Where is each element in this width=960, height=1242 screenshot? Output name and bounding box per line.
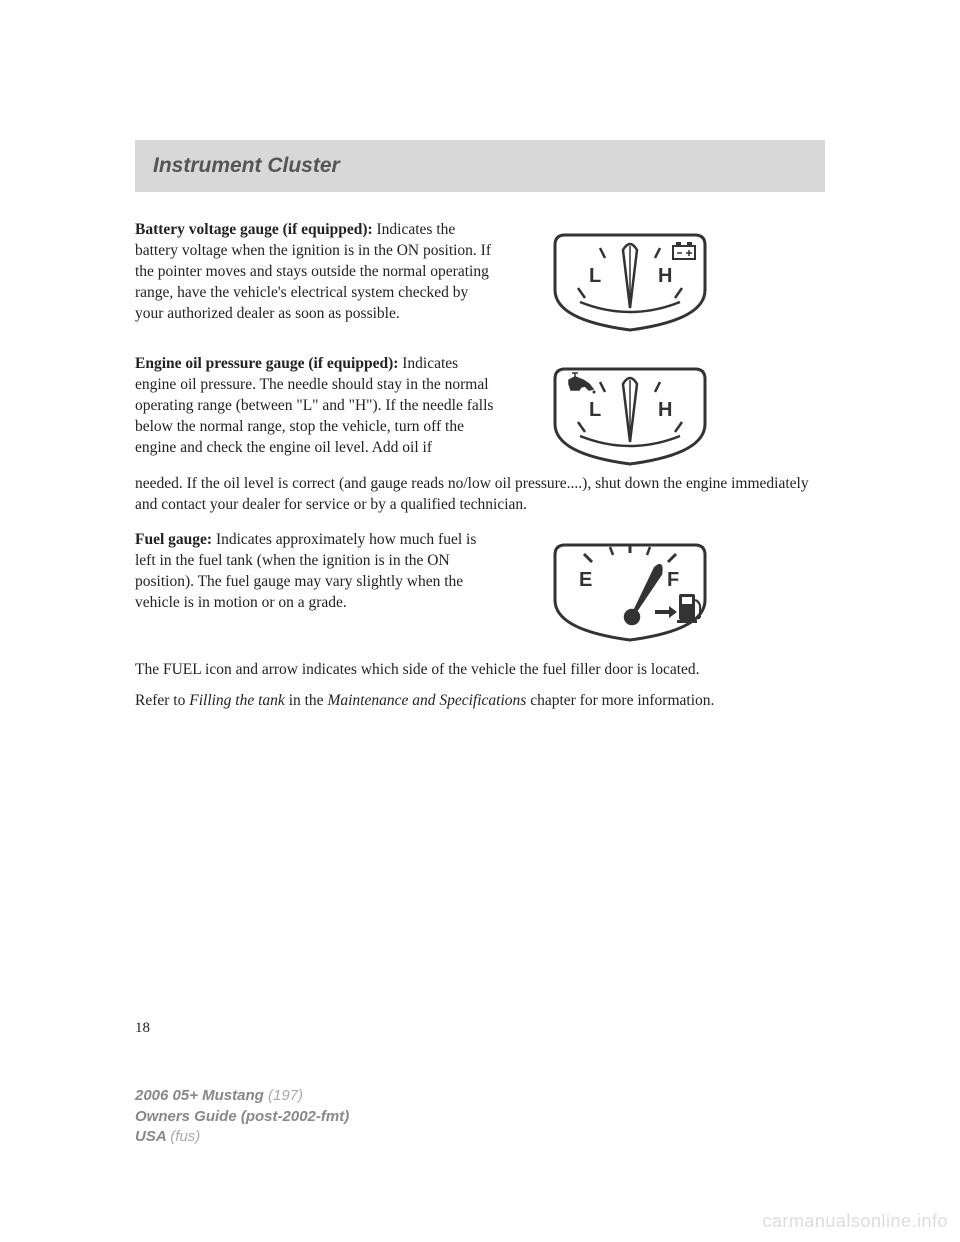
svg-text:F: F: [667, 569, 679, 591]
section-header-bar: Instrument Cluster: [135, 140, 825, 192]
battery-gauge-icon: L H: [545, 220, 715, 340]
fuel-gauge-icon: E F: [545, 530, 715, 650]
svg-text:H: H: [658, 399, 672, 421]
battery-text: Battery voltage gauge (if equipped): Ind…: [135, 220, 495, 325]
oil-gauge-figure: L H: [545, 354, 715, 474]
svg-text:L: L: [589, 399, 601, 421]
fuel-text: Fuel gauge: Indicates approximately how …: [135, 530, 495, 614]
footer-region-line: USA (fus): [135, 1127, 349, 1147]
oil-gauge-icon: L H: [545, 354, 715, 474]
footer-guide: Owners Guide (post-2002-fmt): [135, 1107, 349, 1127]
fuel-heading: Fuel gauge:: [135, 531, 212, 548]
battery-section: Battery voltage gauge (if equipped): Ind…: [135, 220, 825, 340]
footer-region-paren: (fus): [170, 1128, 200, 1145]
svg-text:H: H: [658, 265, 672, 287]
section-header-title: Instrument Cluster: [153, 154, 807, 178]
oil-text-narrow: Engine oil pressure gauge (if equipped):…: [135, 354, 495, 459]
battery-gauge-figure: L H: [545, 220, 715, 340]
fuel-para3-c: chapter for more information.: [526, 692, 714, 709]
footer-region: USA: [135, 1128, 166, 1145]
fuel-para3: Refer to Filling the tank in the Mainten…: [135, 691, 825, 712]
fuel-para2: The FUEL icon and arrow indicates which …: [135, 660, 825, 681]
footer-block: 2006 05+ Mustang (197) Owners Guide (pos…: [135, 1086, 349, 1147]
footer-code: (197): [268, 1087, 303, 1104]
fuel-section: Fuel gauge: Indicates approximately how …: [135, 530, 825, 712]
page-number: 18: [135, 1020, 150, 1037]
fuel-para3-a: Refer to: [135, 692, 189, 709]
footer-model-line: 2006 05+ Mustang (197): [135, 1086, 349, 1106]
watermark: carmanualsonline.info: [762, 1211, 948, 1232]
fuel-para3-i1: Filling the tank: [189, 692, 285, 709]
footer-model: 2006 05+ Mustang: [135, 1087, 264, 1104]
svg-text:L: L: [589, 265, 601, 287]
fuel-para3-i2: Maintenance and Specifications: [327, 692, 526, 709]
battery-heading: Battery voltage gauge (if equipped):: [135, 221, 373, 238]
fuel-para3-b: in the: [285, 692, 328, 709]
manual-page: Instrument Cluster Battery voltage gauge…: [0, 0, 960, 1242]
oil-heading: Engine oil pressure gauge (if equipped):: [135, 355, 398, 372]
oil-section: Engine oil pressure gauge (if equipped):…: [135, 354, 825, 516]
svg-text:E: E: [579, 569, 592, 591]
fuel-gauge-figure: E F: [545, 530, 715, 650]
oil-text-full: needed. If the oil level is correct (and…: [135, 474, 825, 516]
